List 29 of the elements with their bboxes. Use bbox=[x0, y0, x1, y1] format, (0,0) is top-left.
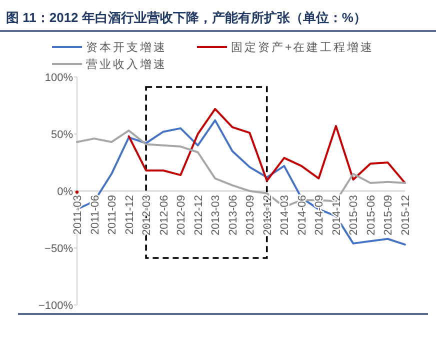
x-tick-label: 2013-09 bbox=[244, 195, 257, 236]
y-tick-label: 50% bbox=[50, 129, 74, 141]
x-tick-label: 2011-12 bbox=[124, 195, 136, 235]
x-tick-label: 2011-03 bbox=[72, 195, 84, 235]
x-tick-label: 2013-03 bbox=[210, 195, 222, 236]
x-tick-label: 2012-03 bbox=[141, 195, 154, 236]
x-tick-label: 2015-03 bbox=[348, 195, 360, 236]
x-tick-label: 2014-09 bbox=[314, 195, 326, 236]
y-tick-label: 0% bbox=[57, 186, 74, 198]
x-tick-label: 2015-12 bbox=[400, 195, 412, 236]
y-tick-label: 100% bbox=[44, 72, 74, 84]
x-tick-label: 2011-09 bbox=[106, 195, 119, 235]
y-tick-label: −100% bbox=[38, 300, 74, 312]
y-tick-label: −50% bbox=[44, 243, 74, 255]
x-tick-label: 2013-06 bbox=[227, 195, 240, 236]
legend-label: 资本开支增速 bbox=[86, 41, 167, 54]
x-tick-label: 2014-03 bbox=[279, 195, 292, 236]
x-tick-label: 2015-06 bbox=[365, 195, 378, 236]
chart-title: 图 11：2012 年白酒行业营收下降，产能有所扩张（单位：%） bbox=[6, 10, 366, 25]
legend-label: 固定资产+在建工程增速 bbox=[231, 40, 374, 54]
x-tick-label: 2013-12 bbox=[262, 195, 274, 236]
x-tick-label: 2012-06 bbox=[158, 195, 170, 236]
x-tick-label: 2014-06 bbox=[296, 195, 308, 236]
legend-label: 营业收入增速 bbox=[86, 57, 167, 71]
x-tick-label: 2014-12 bbox=[330, 195, 343, 236]
x-tick-label: 2012-12 bbox=[192, 195, 205, 236]
x-tick-label: 2012-09 bbox=[176, 195, 188, 236]
x-tick-label: 2015-09 bbox=[382, 195, 395, 236]
x-tick-label: 2011-06 bbox=[89, 195, 102, 235]
